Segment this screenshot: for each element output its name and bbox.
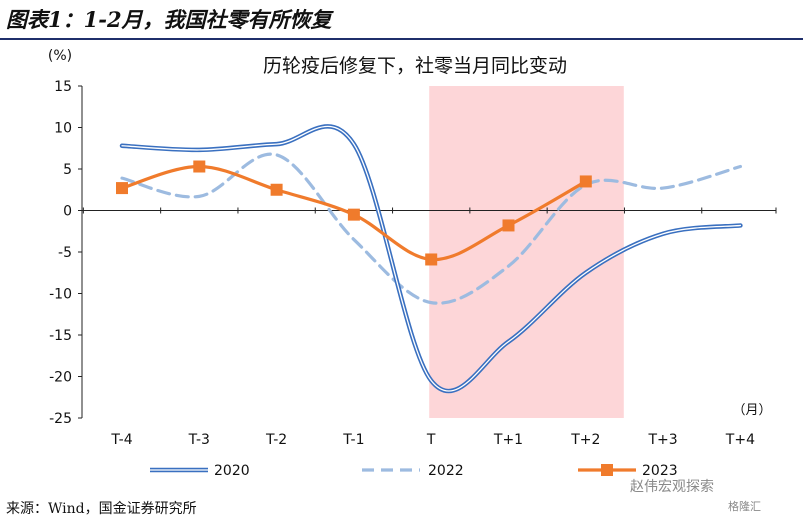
figure-title: 图表1：1-2月，我国社零有所恢复	[6, 7, 332, 32]
legend-label-2020: 2020	[214, 463, 250, 479]
series-point-2023	[270, 183, 283, 196]
source-note: 来源：Wind，国金证券研究所	[6, 501, 197, 517]
y-tick-label: 15	[54, 79, 72, 95]
series-line-2022	[120, 152, 742, 305]
plot-area: 15 10 5 0 -5 -10 -15 -20 -25 T-4 T-3 T-2 T-1 T T+1 T+2 T…	[49, 79, 777, 479]
x-tick-label: T+2	[570, 432, 600, 448]
x-tick-label: T-3	[188, 432, 210, 448]
watermark-text: 赵伟宏观探索	[630, 479, 714, 495]
series-point-2023	[579, 175, 592, 188]
y-tick-label: 5	[63, 162, 72, 178]
y-tick-label: -15	[49, 328, 72, 344]
y-tick-label: 0	[63, 204, 72, 220]
series-point-2023	[425, 253, 438, 266]
y-tick-label: -25	[49, 411, 72, 427]
legend-label-2022: 2022	[428, 463, 464, 479]
legend-marker-2023	[601, 464, 613, 476]
x-tick-label: T-1	[342, 432, 364, 448]
legend-label-2023: 2023	[642, 463, 678, 479]
x-tick-label: T-4	[110, 432, 132, 448]
series-point-2023	[502, 219, 515, 232]
series-point-2023	[347, 208, 360, 221]
x-axis-unit: （月）	[732, 403, 771, 418]
y-tick-label: 10	[54, 121, 72, 137]
y-tick-label: -10	[49, 287, 72, 303]
series-point-2023	[193, 160, 206, 173]
watermark-sub-text: 格隆汇	[728, 500, 761, 513]
x-tick-label: T+1	[493, 432, 523, 448]
x-tick-label: T+3	[647, 432, 677, 448]
series-line-2020-inner	[121, 125, 742, 392]
x-tick-label: T	[426, 432, 436, 448]
line-chart: 15 10 5 0 -5 -10 -15 -20 -25 T-4 T-3 T-2 T-1 T T+1 T+2 T…	[48, 48, 777, 479]
y-axis-unit: (%)	[48, 48, 72, 64]
chart-title: 历轮疫后修复下，社零当月同比变动	[263, 55, 567, 77]
x-tick-label: T+4	[725, 432, 755, 448]
y-tick-label: -5	[58, 245, 72, 261]
legend: 2020 2022 2023	[150, 463, 678, 479]
title-rule	[0, 38, 803, 40]
x-tick-label: T-2	[265, 432, 287, 448]
series-point-2023	[116, 182, 128, 195]
y-tick-label: -20	[49, 370, 72, 386]
